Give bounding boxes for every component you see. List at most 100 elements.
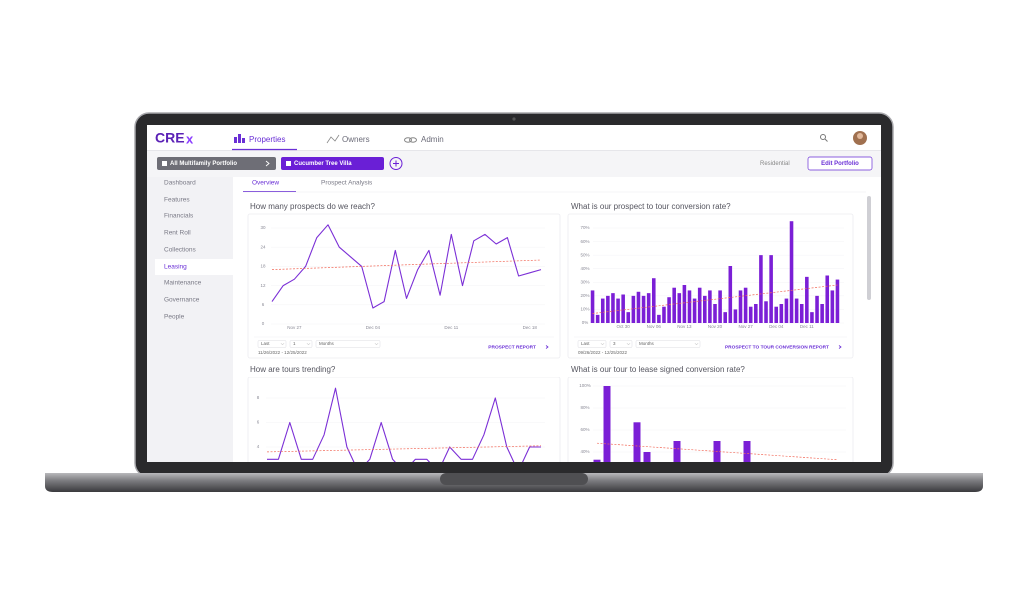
chart-card [567,377,854,462]
report-chevron [545,345,549,349]
bar [646,293,651,323]
bar [743,287,748,323]
bar [590,290,595,323]
portfolio-type: Residential [760,161,790,167]
dropdown[interactable] [289,340,313,348]
y-tick-label: 60% [580,239,589,244]
line-series [267,387,541,462]
bar [672,287,676,323]
bar [738,290,743,323]
trend-line [271,259,542,270]
edit-portfolio-label: Edit Portfolio [821,161,859,167]
edit-portfolio-button[interactable] [807,156,873,171]
line-series [271,224,542,309]
tab[interactable]: Prospect Analysis [321,180,373,187]
dropdown-caret [280,343,285,346]
bar [692,298,697,323]
trend-line [596,442,838,461]
bar [779,304,784,323]
sidebar-item[interactable]: Features [164,197,190,204]
bar [643,452,651,462]
property-label: Cucumber Tree Villa [294,161,352,167]
bar [667,297,671,323]
bar [633,422,641,462]
dropdown[interactable] [609,340,633,348]
chart-card-group: 0 6 12 18 24 30 Nov 27 Dec 04 Dec 11 Dec 18 Last 1 M… [247,213,561,359]
bar [728,266,733,323]
x-tick-label: Nov 06 [647,324,662,329]
chart-card-group: 0%20%40%60%80%100% [567,377,854,498]
dropdown[interactable] [577,340,607,348]
search-icon[interactable] [820,134,828,142]
sidebar-item[interactable]: Governance [164,297,200,304]
bar [764,301,768,323]
bar [593,459,601,462]
bar [723,312,727,323]
logo-mark: x [186,131,194,146]
bar [687,290,692,323]
scrollbar[interactable] [867,196,871,300]
y-tick-label: 6 [257,420,260,425]
dropdown-value: 3 [613,341,616,346]
dropdown-value: Last [261,341,270,346]
property-button[interactable] [281,157,384,170]
x-tick-label: Dec 04 [366,325,381,330]
bar [595,314,600,323]
y-tick-label: 40% [580,266,589,271]
chart-title: How are tours trending? [250,365,336,374]
x-tick-label: Dec 18 [523,325,538,330]
x-tick-label: Nov 20 [708,324,723,329]
bar [626,312,631,323]
avatar-face [857,133,863,139]
nav-admin-icon [404,137,417,143]
y-tick-label: 70% [580,225,589,230]
sidebar-bg [147,177,233,462]
nav-properties-icon [234,134,245,143]
y-tick-label: 10% [580,307,589,312]
dropdown-caret [694,343,699,346]
y-tick-label: 4 [257,444,260,449]
sidebar-item[interactable]: People [164,314,185,321]
dropdown[interactable] [257,340,287,348]
laptop-notch [440,473,588,485]
bar [718,290,722,323]
logo: CRE [155,130,185,146]
bar [799,304,804,323]
camera [512,117,516,121]
portfolio-icon [162,161,167,166]
bar [606,295,610,323]
chart-title: How many prospects do we reach? [250,202,376,211]
report-link[interactable]: PROSPECT TO TOUR CONVERSION REPORT [725,344,829,350]
bar [805,276,809,323]
bar [631,295,636,323]
dropdown[interactable] [635,340,701,348]
bar [657,314,661,323]
add-button[interactable] [389,157,403,170]
bar [743,441,751,462]
portfolio-button[interactable] [157,157,276,170]
sidebar-item[interactable]: Financials [164,213,194,220]
nav-item[interactable]: Owners [342,135,370,144]
sidebar-item[interactable]: Rent Roll [164,230,191,237]
sidebar-item[interactable]: Leasing [164,264,187,271]
date-range: 11/26/2022 - 12/25/2022 [258,350,307,355]
chart-title: What is our tour to lease signed convers… [571,365,745,374]
bar [713,304,717,323]
bar [830,290,835,323]
y-tick-label: 8 [257,395,260,400]
nav-item[interactable]: Admin [421,135,444,144]
report-link[interactable]: PROSPECT REPORT [488,344,536,350]
nav-item[interactable]: Properties [249,135,285,144]
sidebar-item[interactable]: Dashboard [164,180,196,187]
screen: CRE x Properties Owners Admin All Multif… [147,125,881,498]
chevron-icon [265,160,270,167]
bar [759,255,763,323]
y-tick-label: 0% [582,493,589,498]
sidebar-item[interactable]: Maintenance [164,280,202,287]
x-tick-label: Nov 27 [738,324,753,329]
tab[interactable]: Overview [252,180,279,187]
bar [748,306,753,323]
y-tick-label: 80% [580,405,589,410]
sidebar-item[interactable]: Collections [164,247,197,254]
dropdown[interactable] [315,340,381,348]
